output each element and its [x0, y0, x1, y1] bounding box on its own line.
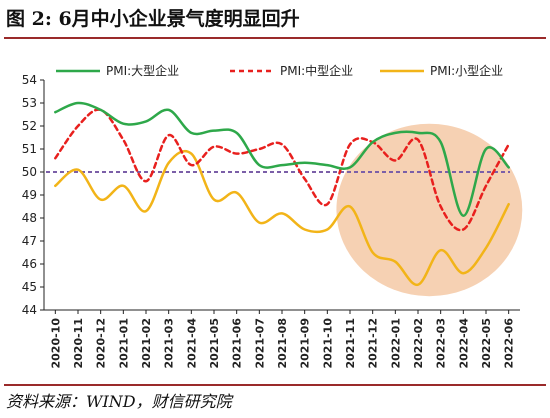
y-tick-label: 47 — [22, 234, 37, 248]
y-tick-label: 45 — [22, 280, 37, 294]
x-tick-label: 2021-09 — [299, 318, 312, 369]
legend-label-0: PMI:大型企业 — [106, 63, 179, 78]
y-tick-label: 46 — [22, 257, 37, 271]
x-tick-label: 2020-12 — [95, 318, 108, 369]
y-tick-label: 54 — [22, 73, 37, 87]
x-tick-label: 2021-02 — [140, 318, 153, 369]
x-tick-label: 2021-03 — [163, 318, 176, 369]
x-tick-label: 2022-04 — [457, 318, 470, 369]
series-line-0 — [54, 101, 510, 217]
series-line-2 — [54, 149, 510, 286]
figure-title: 图 2: 6月中小企业景气度明显回升 — [6, 8, 300, 30]
x-axis: 2020-10 2020-11 2020-12 2021-01 2021-02 2021-… — [44, 309, 520, 369]
legend-label-2: PMI:小型企业 — [430, 63, 503, 78]
x-tick-label: 2021-12 — [367, 318, 380, 369]
x-tick-label: 2021-06 — [231, 318, 244, 369]
x-tick-label: 2021-08 — [276, 318, 289, 369]
y-tick-label: 49 — [22, 188, 37, 202]
x-tick-label: 2021-11 — [344, 318, 357, 369]
x-tick-label: 2021-05 — [208, 318, 221, 369]
y-tick-label: 53 — [22, 96, 37, 110]
series-lines — [54, 101, 510, 286]
x-tick-label: 2020-10 — [49, 318, 62, 369]
x-tick-label: 2021-04 — [185, 318, 198, 369]
title-divider — [4, 37, 546, 39]
legend: PMI:大型企业 PMI:中型企业 PMI:小型企业 — [56, 63, 503, 78]
y-tick-label: 50 — [22, 165, 37, 179]
x-tick-label: 2022-05 — [480, 318, 493, 369]
y-tick-label: 44 — [22, 303, 37, 317]
x-tick-label: 2020-11 — [72, 318, 85, 369]
legend-label-1: PMI:中型企业 — [280, 63, 353, 78]
y-tick-label: 48 — [22, 211, 37, 225]
highlight-region — [336, 123, 523, 297]
x-tick-label: 2021-01 — [117, 318, 130, 369]
x-tick-label: 2022-03 — [435, 318, 448, 369]
y-tick-label: 52 — [22, 119, 37, 133]
source-note: 资料来源：WIND，财信研究院 — [6, 392, 232, 411]
x-tick-label: 2022-02 — [412, 318, 425, 369]
series-line-1 — [54, 108, 510, 232]
source-divider — [4, 384, 546, 386]
x-tick-label: 2022-01 — [389, 318, 402, 369]
x-tick-label: 2022-06 — [503, 318, 516, 369]
x-tick-label: 2021-10 — [321, 318, 334, 369]
x-tick-label: 2021-07 — [253, 318, 266, 369]
y-axis: 44 45 46 47 48 49 50 51 52 53 54 — [22, 73, 45, 317]
y-tick-label: 51 — [22, 142, 37, 156]
